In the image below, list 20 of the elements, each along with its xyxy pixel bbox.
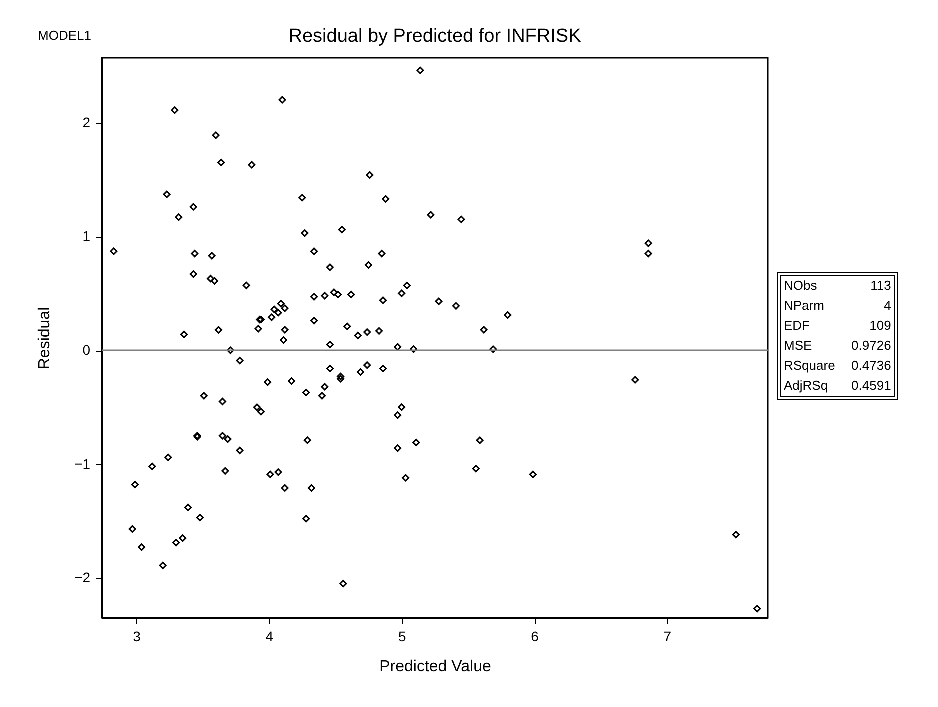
text: MODEL1: [38, 28, 92, 43]
y-axis-title: Residual: [36, 307, 54, 370]
x-tick-label: 3: [133, 628, 142, 644]
x-tick-label: 6: [531, 628, 540, 644]
text: NParm 4: [784, 298, 892, 313]
chart-title: Residual by Predicted for INFRISK: [288, 26, 582, 47]
y-tick-label: 0: [82, 342, 91, 358]
x-tick-label: 4: [266, 628, 274, 644]
x-tick-label: 5: [398, 628, 406, 644]
text: EDF 109: [784, 318, 892, 333]
text: RSquare 0.4736: [784, 358, 892, 373]
text: MSE 0.9726: [784, 338, 892, 353]
y-tick-label: 2: [82, 114, 91, 130]
y-tick-label: 1: [82, 228, 91, 244]
text: NObs 113: [784, 278, 892, 293]
x-tick-label: 7: [664, 628, 672, 644]
x-axis-title: Predicted Value: [380, 658, 492, 676]
text: AdjRSq 0.4591: [784, 378, 892, 393]
y-tick-label: −2: [74, 570, 91, 586]
y-tick-label: −1: [74, 456, 91, 472]
